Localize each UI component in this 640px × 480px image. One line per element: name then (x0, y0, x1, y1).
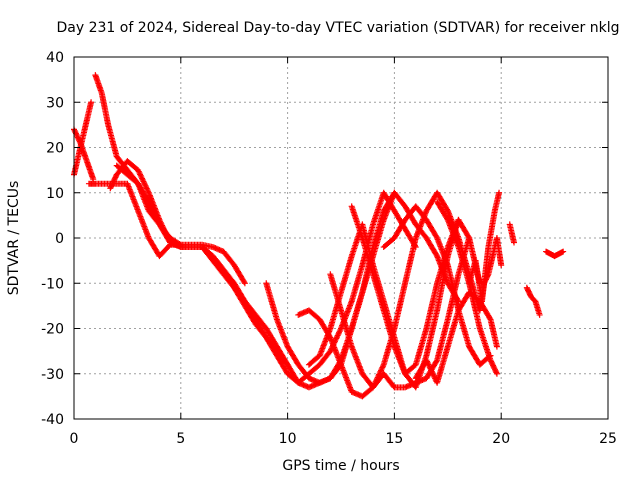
x-tick-label: 25 (599, 431, 617, 447)
points-layer (71, 72, 567, 400)
series-s8 (263, 189, 462, 386)
x-tick-label: 20 (492, 431, 510, 447)
y-tick-label: -40 (41, 412, 64, 428)
x-tick-label: 5 (176, 431, 185, 447)
y-tick-label: 10 (46, 186, 64, 202)
data-point (263, 189, 462, 386)
series-s13 (380, 203, 494, 368)
data-point (348, 203, 483, 377)
x-tick-label: 0 (70, 431, 79, 447)
y-tick-label: -30 (41, 367, 64, 383)
x-axis-label: GPS time / hours (282, 458, 399, 474)
series-s15 (434, 198, 500, 377)
y-tick-label: 30 (46, 95, 64, 111)
chart-title: Day 231 of 2024, Sidereal Day-to-day VTE… (57, 20, 620, 36)
series-s14 (412, 289, 500, 386)
data-point (523, 284, 543, 318)
series-s19 (523, 284, 543, 318)
y-tick-label: 0 (55, 231, 64, 247)
data-point (543, 248, 567, 260)
series-s17 (476, 235, 505, 314)
y-tick-label: -20 (41, 322, 64, 338)
y-tick-label: -10 (41, 276, 64, 292)
series-s20 (543, 248, 567, 260)
y-axis-label: SDTVAR / TECUs (6, 181, 22, 296)
x-tick-label: 10 (279, 431, 297, 447)
data-point (380, 203, 494, 368)
data-point (434, 198, 500, 377)
y-tick-label: 20 (46, 141, 64, 157)
axis-layer: 0 5 10 15 20 25 -40 -30 -20 -10 0 10 20 30 40 (41, 50, 617, 447)
data-point (412, 289, 500, 386)
series-s18 (506, 221, 518, 246)
series-s3 (85, 180, 184, 260)
series-s12 (348, 203, 483, 377)
data-point (506, 221, 518, 246)
y-tick-label: 40 (46, 50, 64, 66)
data-point (85, 180, 184, 260)
x-tick-label: 15 (385, 431, 403, 447)
data-point (476, 235, 505, 314)
